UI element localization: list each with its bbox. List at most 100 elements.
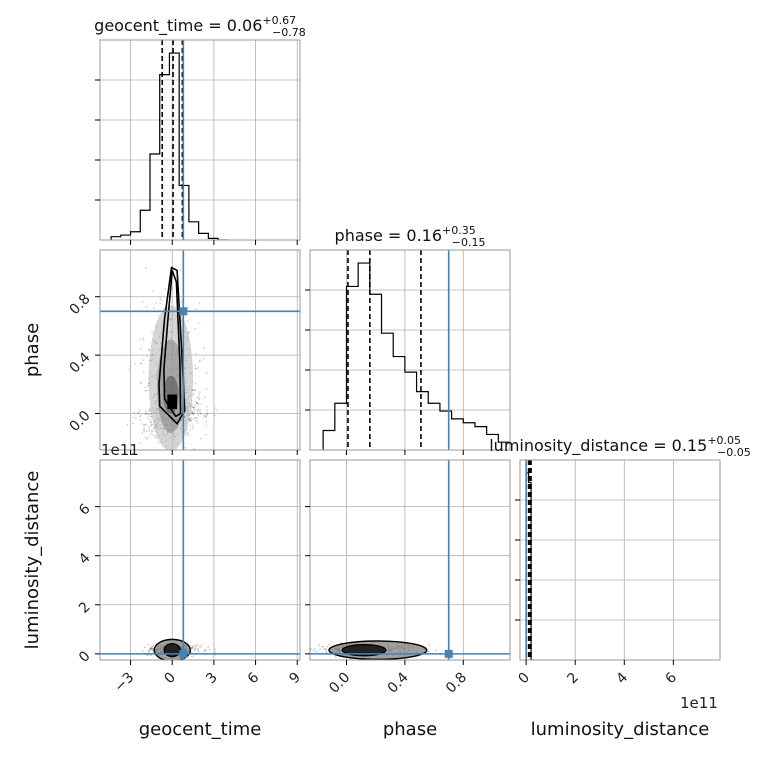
scatter-point <box>141 432 144 435</box>
scatter-point <box>179 269 182 272</box>
scatter-point <box>138 409 141 412</box>
scatter-point <box>142 371 145 373</box>
scatter-point <box>131 416 134 419</box>
scatter-point <box>204 433 207 436</box>
scatter-point <box>192 645 195 648</box>
xtick-label-luminosity_distance-3: 6 <box>663 669 681 687</box>
scatter-point <box>133 412 135 414</box>
scatter-point <box>170 455 172 457</box>
scatter-point <box>205 413 208 416</box>
scatter-point <box>191 412 193 414</box>
scatter-point <box>151 647 153 650</box>
scatter-point <box>199 411 201 413</box>
scatter-point <box>205 648 208 651</box>
scatter-point <box>196 416 198 419</box>
xtick-label-geocent_time-0: −3 <box>111 670 137 696</box>
scatter-point <box>203 346 205 349</box>
scatter-point <box>146 355 148 358</box>
scatter-point <box>197 402 200 405</box>
scatter-point <box>142 338 145 341</box>
scatter-point <box>216 409 219 412</box>
scatter-point <box>145 267 147 269</box>
scatter-point <box>142 423 145 426</box>
scatter-point <box>206 409 209 412</box>
scatter-point <box>191 426 194 429</box>
scatter-point <box>205 424 207 427</box>
xtick-label-phase-0: 0.0 <box>326 670 353 697</box>
scatter-point <box>196 644 199 647</box>
scatter-point <box>189 429 192 431</box>
scatter-point <box>313 647 316 650</box>
density-luminosity_distance_vs_geocent_time <box>100 460 300 660</box>
scatter-point <box>197 409 200 412</box>
scatter-point <box>214 414 216 417</box>
scatter-point <box>143 646 146 649</box>
scatter-point <box>151 331 154 334</box>
scatter-point <box>193 648 196 651</box>
scatter-point <box>149 418 152 421</box>
scatter-point <box>148 429 151 432</box>
scatter-point <box>159 302 162 305</box>
ytick-label-luminosity_distance-3: 6 <box>76 501 94 519</box>
scatter-point <box>155 434 158 437</box>
scatter-point <box>198 398 201 401</box>
scatter-point <box>145 306 148 308</box>
scatter-point <box>318 644 321 647</box>
histogram-luminosity_distance <box>525 460 534 660</box>
scatter-point <box>138 442 141 445</box>
scatter-point <box>191 646 194 649</box>
scatter-point <box>129 364 132 367</box>
scatter-point <box>193 417 195 420</box>
contour-inner <box>341 643 387 657</box>
xtick-label-luminosity_distance-1: 2 <box>564 670 582 688</box>
scatter-point <box>319 648 321 651</box>
density-peak <box>167 394 178 410</box>
scatter-point <box>193 448 196 450</box>
scatter-point <box>304 651 306 653</box>
scatter-point <box>148 349 151 352</box>
scatter-point <box>143 429 145 431</box>
scatter-point <box>197 408 200 411</box>
scatter-point <box>137 412 140 415</box>
scatter-point <box>203 649 206 652</box>
scatter-point <box>148 425 150 428</box>
scatter-point <box>146 389 149 392</box>
scatter-point <box>148 651 151 653</box>
density-layer <box>100 250 510 660</box>
scatter-point <box>189 418 191 421</box>
scatter-point <box>150 429 153 432</box>
panel-frame-2-0 <box>99 459 301 661</box>
truth-marker <box>179 649 188 658</box>
scatter-point <box>194 367 197 370</box>
scatter-point <box>145 430 148 433</box>
scatter-point <box>150 654 153 657</box>
scatter-point <box>192 406 195 409</box>
scatter-point <box>194 327 197 330</box>
scatter-point <box>149 409 152 412</box>
scatter-point <box>148 649 151 652</box>
scatter-point <box>199 646 201 649</box>
ytick-label-luminosity_distance-2: 4 <box>76 550 94 568</box>
scatter-point <box>140 382 143 385</box>
contour-level-0 <box>163 269 182 418</box>
ylabel-phase: phase <box>22 323 43 377</box>
scatter-point <box>190 647 193 650</box>
scatter-point <box>196 402 198 405</box>
scatter-point <box>200 644 203 647</box>
scatter-point <box>147 417 150 420</box>
scatter-point <box>188 331 191 334</box>
scatter-point <box>428 643 431 646</box>
scatter-point <box>139 419 142 422</box>
histogram-phase <box>322 250 510 450</box>
ytick-label-phase-0: 0.0 <box>67 408 94 435</box>
scatter-point <box>325 648 327 651</box>
scatter-point <box>185 433 188 436</box>
ytick-label-phase-1: 0.4 <box>67 349 94 376</box>
panel-frame-2-1 <box>309 459 511 661</box>
scatter-point <box>150 645 153 648</box>
scatter-point <box>205 405 208 408</box>
scatter-point <box>138 338 141 341</box>
scatter-point <box>148 415 151 418</box>
scatter-point <box>193 648 196 651</box>
